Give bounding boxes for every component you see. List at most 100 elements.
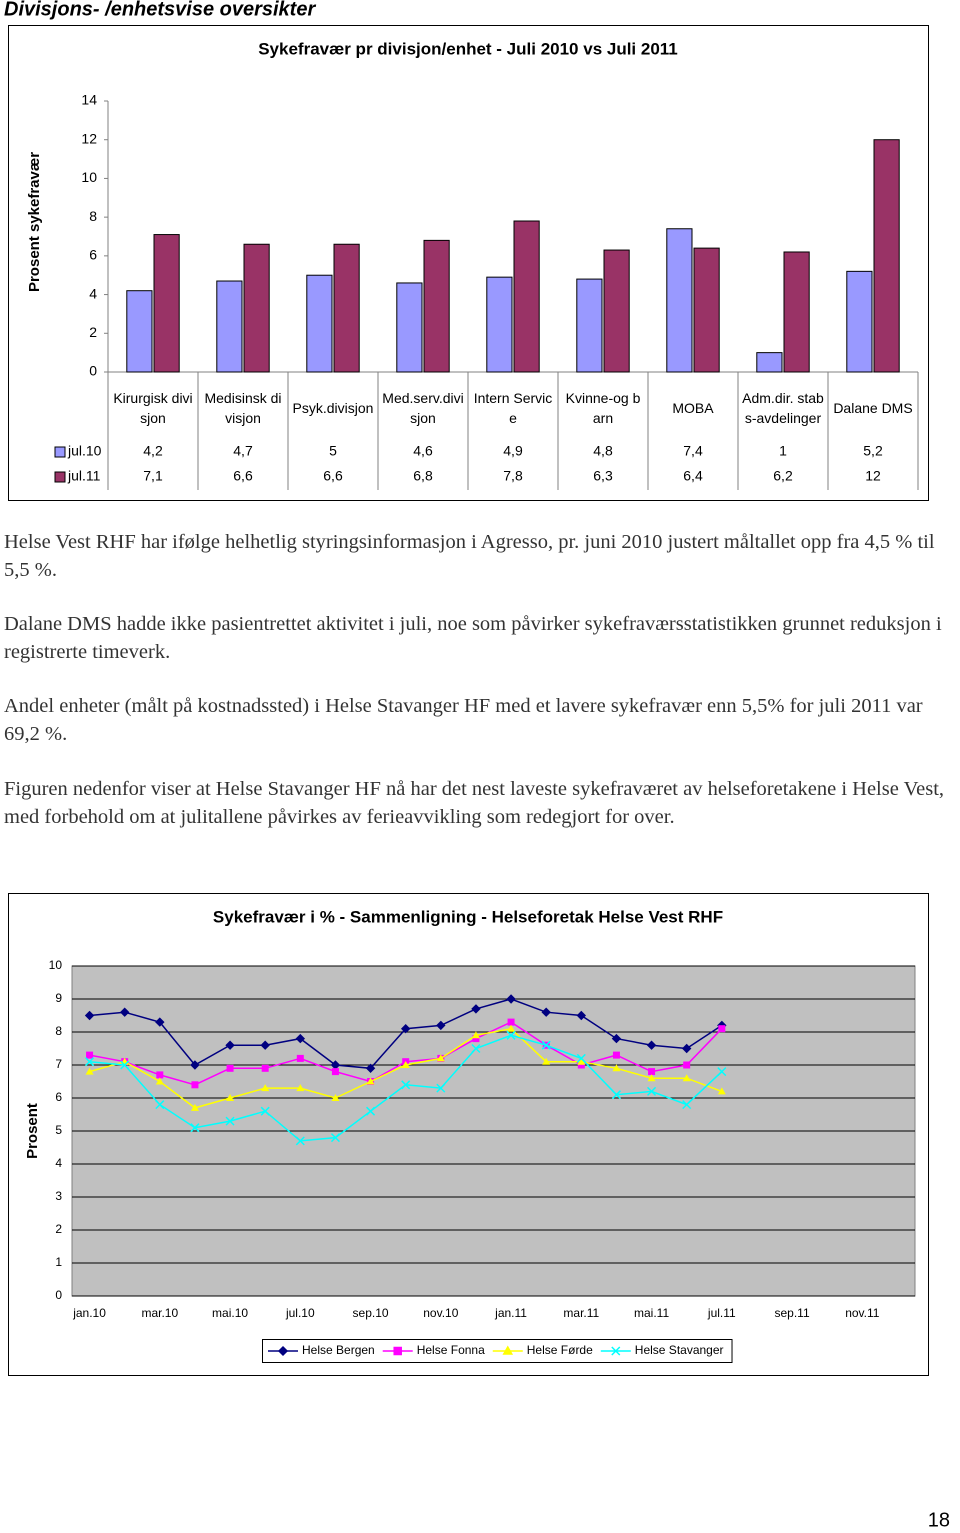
- point: [260, 1040, 270, 1050]
- page-number: 18: [928, 1509, 950, 1531]
- point: [717, 1067, 727, 1077]
- paragraph: Dalane DMS hadde ikke pasientrettet akti…: [4, 613, 942, 663]
- legend-marker: [277, 1345, 289, 1357]
- y-tick-label: 4: [89, 285, 97, 301]
- point: [507, 1024, 516, 1032]
- data-table-cell: 5: [329, 443, 337, 459]
- y-tick-label: 8: [55, 1024, 62, 1038]
- point: [226, 1064, 234, 1072]
- legend-label: Helse Bergen: [302, 1343, 375, 1357]
- point: [472, 1035, 480, 1043]
- x-tick-label: mar.11: [563, 1306, 599, 1320]
- x-tick-label: mar.10: [141, 1306, 178, 1320]
- point: [577, 1057, 586, 1065]
- point: [191, 1081, 199, 1089]
- legend-swatch: [54, 446, 66, 458]
- point: [366, 1106, 376, 1116]
- bar: [243, 243, 270, 373]
- x-tick-label: nov.10: [423, 1306, 458, 1320]
- point: [330, 1133, 340, 1143]
- point: [471, 1004, 481, 1014]
- point: [120, 1060, 130, 1070]
- point: [84, 1010, 95, 1021]
- y-tick-label: 9: [55, 991, 62, 1005]
- bar: [756, 352, 783, 373]
- point: [506, 994, 516, 1004]
- point: [436, 1054, 445, 1062]
- x-tick-label: nov.11: [845, 1306, 880, 1320]
- point: [260, 1106, 270, 1116]
- point: [541, 1040, 551, 1050]
- x-tick-label: Psyk.divisjon: [292, 400, 374, 416]
- point: [295, 1136, 305, 1146]
- x-tick-label: Kirurgisk divisjon: [113, 390, 193, 426]
- y-axis-label: Prosent: [24, 1103, 41, 1159]
- x-tick-label: Adm.dir. stabs-avdelinger: [742, 390, 824, 426]
- data-table-cell: 4,2: [143, 443, 163, 459]
- y-tick-label: 10: [49, 958, 63, 972]
- chart-title: Sykefravær i % - Sammenligning - Helsefo…: [213, 907, 723, 926]
- bar: [846, 270, 873, 373]
- point: [86, 1051, 94, 1059]
- y-tick-label: 3: [55, 1189, 62, 1203]
- data-table-cell: 6,2: [773, 468, 793, 484]
- point: [366, 1077, 375, 1085]
- point: [682, 1074, 691, 1082]
- bar: [513, 220, 540, 373]
- data-table-cell: 6,8: [413, 468, 433, 484]
- bar: [126, 290, 153, 373]
- point: [576, 1010, 587, 1021]
- paragraph: Helse Vest RHF har ifølge helhetlig styr…: [4, 531, 935, 581]
- y-axis-label: Prosent sykefravær: [26, 152, 43, 292]
- point: [365, 1063, 376, 1074]
- bar: [693, 247, 720, 373]
- legend-marker: [393, 1346, 402, 1356]
- data-table-cell: 4,8: [593, 443, 613, 459]
- point: [436, 1020, 446, 1031]
- data-table-cell: 7,1: [143, 468, 163, 484]
- y-tick-label: 10: [81, 169, 97, 185]
- point: [190, 1103, 199, 1111]
- point: [612, 1051, 620, 1059]
- x-tick-label: Medisinsk divisjon: [204, 390, 282, 426]
- point: [542, 1057, 551, 1065]
- bar: [153, 234, 180, 373]
- y-tick-label: 1: [55, 1255, 62, 1269]
- bar: [603, 249, 630, 373]
- point: [190, 1123, 200, 1133]
- x-tick-label: sep.10: [353, 1306, 389, 1320]
- point: [331, 1094, 340, 1101]
- legend-label: jul.10: [67, 443, 102, 459]
- legend-swatch: [54, 471, 66, 483]
- point: [261, 1084, 270, 1092]
- point: [471, 1043, 481, 1054]
- point: [295, 1033, 306, 1044]
- x-tick-label: Kvinne-og barn: [565, 390, 641, 426]
- point: [401, 1061, 410, 1068]
- data-table-cell: 1: [779, 443, 787, 459]
- y-tick-label: 8: [89, 208, 97, 224]
- data-table-cell: 6,6: [323, 468, 343, 484]
- point: [225, 1040, 235, 1050]
- y-tick-label: 0: [55, 1288, 62, 1302]
- bar: [666, 228, 693, 373]
- point: [190, 1060, 200, 1070]
- point: [156, 1071, 164, 1079]
- y-tick-label: 12: [81, 130, 97, 146]
- paragraph: Andel enheter (målt på kostnadssted) i H…: [4, 695, 923, 745]
- paragraph: Figuren nedenfor viser at Helse Stavange…: [4, 778, 945, 828]
- point: [155, 1017, 165, 1027]
- x-tick-label: jan.10: [72, 1306, 106, 1320]
- point: [507, 1018, 515, 1026]
- point: [261, 1064, 269, 1072]
- bar: [486, 276, 513, 373]
- point: [577, 1061, 585, 1069]
- point: [611, 1090, 621, 1100]
- y-tick-label: 2: [89, 324, 97, 340]
- x-tick-label: sep.11: [774, 1306, 809, 1320]
- point: [226, 1094, 235, 1101]
- point: [541, 1007, 551, 1017]
- point: [647, 1074, 656, 1082]
